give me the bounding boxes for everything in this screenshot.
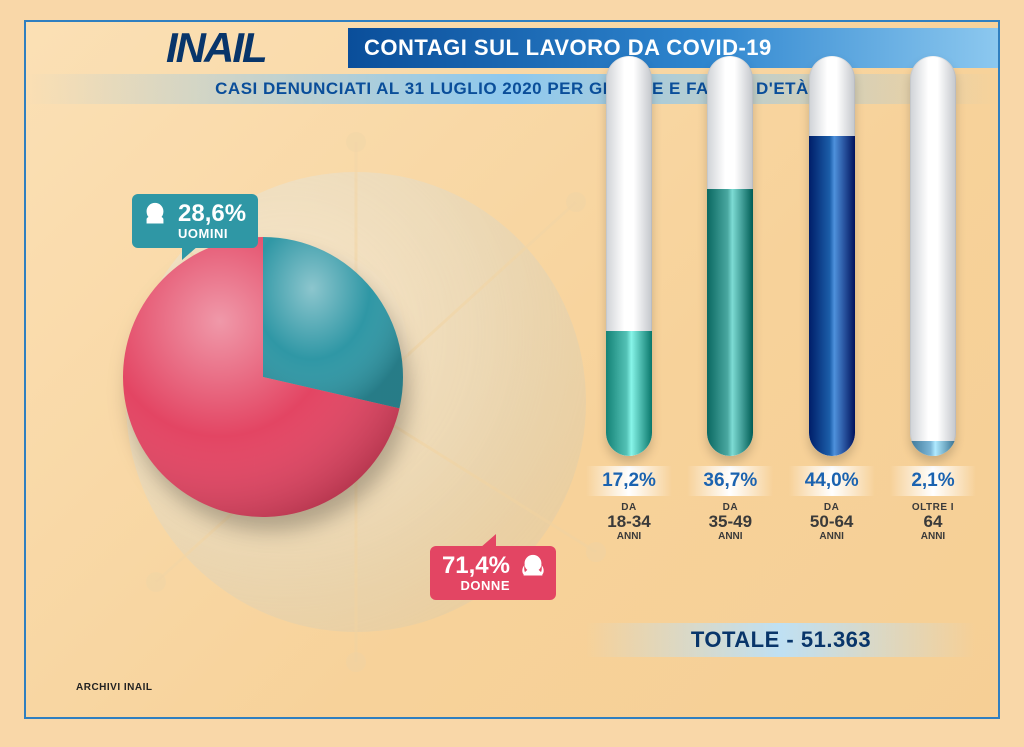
bar-col-3: 2,1% OLTRE I64ANNI — [890, 56, 976, 542]
bar-pct-label: 2,1% — [890, 466, 976, 496]
bar-col-1: 36,7% DA35-49ANNI — [687, 56, 773, 542]
bar-col-0: 17,2% DA18-34ANNI — [586, 56, 672, 542]
women-label: DONNE — [442, 578, 510, 594]
bar-category-label: DA50-64ANNI — [810, 502, 853, 542]
bar-tube — [809, 56, 855, 456]
bar-tube — [707, 56, 753, 456]
male-head-icon — [140, 200, 170, 230]
callout-men: 28,6% UOMINI — [132, 194, 258, 248]
men-pct: 28,6% — [178, 202, 246, 226]
infographic-frame: INAIL CONTAGI SUL LAVORO DA COVID-19 CAS… — [24, 20, 1000, 719]
bar-tube — [606, 56, 652, 456]
inail-logo: INAIL — [166, 24, 266, 72]
bar-category-label: OLTRE I64ANNI — [912, 502, 954, 542]
source-label: ARCHIVI INAIL — [76, 682, 153, 693]
bar-pct-label: 36,7% — [687, 466, 773, 496]
bar-category-label: DA18-34ANNI — [607, 502, 650, 542]
bar-fill — [910, 441, 956, 456]
bar-tube — [910, 56, 956, 456]
gender-pie-chart: 28,6% UOMINI 71,4% DONNE — [98, 212, 538, 652]
bar-fill — [809, 136, 855, 456]
men-label: UOMINI — [178, 226, 246, 242]
total-bar: TOTALE - 51.363 — [586, 623, 976, 657]
bar-fill — [606, 331, 652, 456]
women-pct: 71,4% — [442, 554, 510, 578]
bar-pct-label: 44,0% — [789, 466, 875, 496]
bar-category-label: DA35-49ANNI — [709, 502, 752, 542]
female-head-icon — [518, 552, 548, 582]
bar-col-2: 44,0% DA50-64ANNI — [789, 56, 875, 542]
total-text: TOTALE - 51.363 — [691, 627, 871, 653]
pie-svg — [98, 212, 428, 542]
bar-fill — [707, 189, 753, 456]
bar-pct-label: 17,2% — [586, 466, 672, 496]
age-bars-chart: 17,2% DA18-34ANNI 36,7% DA35-49ANNI 44,0% DA5… — [586, 142, 976, 657]
callout-women: 71,4% DONNE — [430, 546, 556, 600]
